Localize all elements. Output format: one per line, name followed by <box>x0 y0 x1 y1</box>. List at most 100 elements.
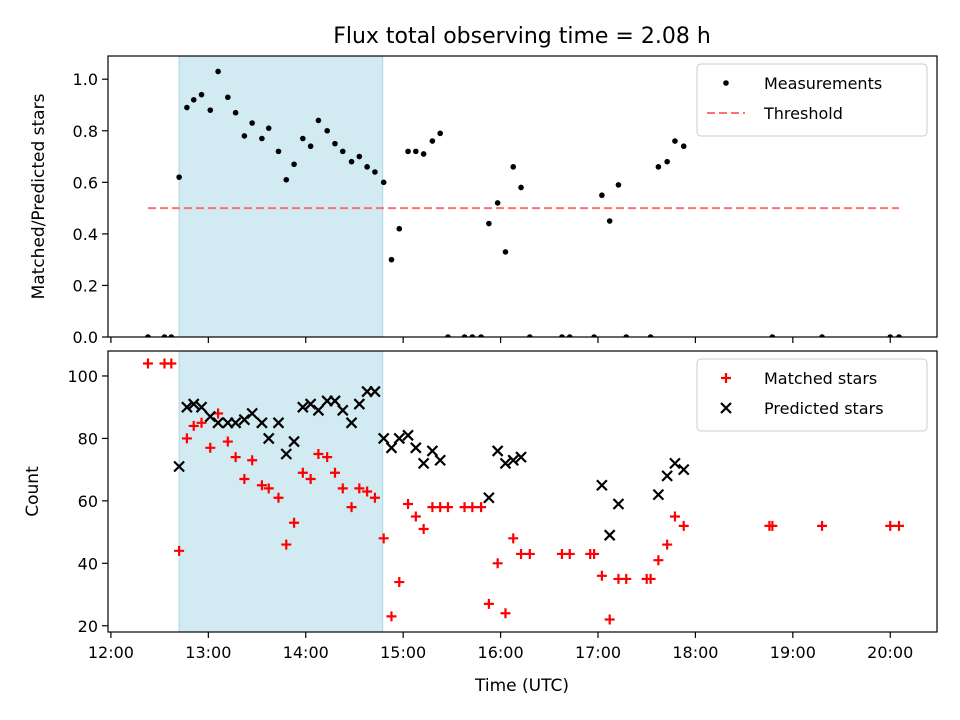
data-point <box>246 407 258 420</box>
data-point <box>364 164 370 170</box>
data-point <box>337 483 348 494</box>
data-point <box>207 107 214 113</box>
data-point <box>256 480 267 491</box>
data-point <box>247 455 258 466</box>
data-point <box>678 520 689 531</box>
data-point <box>566 334 573 337</box>
data-point <box>524 548 535 559</box>
data-point <box>469 334 476 337</box>
data-point <box>603 529 616 541</box>
data-point <box>339 148 346 155</box>
x-tick-label: 12:00 <box>88 643 134 662</box>
x-axis-label: Time (UTC) <box>474 676 569 696</box>
legend-marker <box>723 80 729 86</box>
data-point <box>467 502 478 513</box>
data-point <box>655 164 662 170</box>
data-point <box>280 448 293 460</box>
y-tick-label: 1.0 <box>73 70 98 89</box>
data-point <box>516 548 527 559</box>
legend: Measurements Threshold <box>696 63 928 137</box>
data-point <box>645 573 656 584</box>
data-point <box>478 334 484 337</box>
data-point <box>393 432 406 445</box>
legend-label: Matched stars <box>764 369 877 388</box>
data-point <box>196 417 207 428</box>
legend-label: Measurements <box>764 74 882 93</box>
data-point <box>259 135 265 142</box>
x-tick-label: 18:00 <box>672 643 718 662</box>
axes-frame <box>107 350 938 633</box>
data-point <box>249 120 255 126</box>
data-point <box>769 334 776 337</box>
data-point <box>225 94 231 101</box>
data-point <box>508 533 519 544</box>
data-point <box>190 97 197 103</box>
data-point <box>232 109 239 116</box>
data-point <box>345 417 358 429</box>
data-point <box>288 435 300 448</box>
data-point <box>653 555 664 566</box>
data-point <box>410 511 421 522</box>
y-axis-label: Count <box>23 466 43 517</box>
data-point <box>518 184 524 191</box>
data-point <box>198 91 205 98</box>
data-point <box>229 417 242 429</box>
data-point <box>417 457 430 470</box>
data-point <box>507 454 520 467</box>
data-point <box>142 358 153 369</box>
data-point <box>819 334 825 337</box>
data-point <box>174 545 185 556</box>
data-point <box>297 467 308 478</box>
data-point <box>372 169 378 175</box>
data-point <box>604 614 615 625</box>
data-point <box>322 452 333 463</box>
y-tick-label: 100 <box>67 367 98 386</box>
data-point <box>647 334 654 337</box>
data-point <box>396 225 403 232</box>
data-point <box>265 125 272 131</box>
data-point <box>300 135 306 142</box>
y-tick-label: 0.4 <box>73 225 98 244</box>
data-point <box>680 143 687 150</box>
observing-window-shade <box>178 55 384 338</box>
data-point <box>426 445 439 457</box>
data-point <box>329 467 340 478</box>
legend: Matched stars Predicted stars <box>696 358 928 432</box>
data-point <box>354 483 365 494</box>
data-point <box>394 577 405 588</box>
data-point <box>437 130 443 137</box>
data-point <box>385 442 398 454</box>
data-point <box>599 192 605 199</box>
axes-frame <box>107 55 938 338</box>
data-point <box>324 127 330 134</box>
data-point <box>492 558 503 569</box>
data-point <box>429 138 436 144</box>
data-point <box>291 161 297 168</box>
data-point <box>486 220 492 227</box>
data-point <box>283 176 290 183</box>
data-point <box>461 334 468 337</box>
data-point <box>184 104 190 111</box>
data-point <box>887 334 894 337</box>
data-point <box>378 533 389 544</box>
data-point <box>256 417 268 429</box>
data-point <box>652 488 665 501</box>
data-point <box>420 151 427 157</box>
y-tick-label: 0.0 <box>73 328 98 347</box>
y-axis-label: Matched/Predicted stars <box>29 93 49 299</box>
data-point <box>369 385 381 398</box>
data-point <box>262 432 275 445</box>
ratio-panel: 0.0 0.2 0.4 0.6 0.8 1.0 Matched/Predicted star… <box>29 55 938 347</box>
data-point <box>559 334 565 337</box>
x-tick-label: 20:00 <box>867 643 913 662</box>
data-point <box>677 463 690 476</box>
legend-label: Threshold <box>763 104 843 123</box>
chart-title: Flux total observing time = 2.08 h <box>333 24 711 49</box>
x-tick-label: 16:00 <box>478 643 524 662</box>
data-point <box>499 457 512 470</box>
x-tick-label: 14:00 <box>283 643 329 662</box>
data-point <box>275 148 282 155</box>
y-tick-label: 0.2 <box>73 276 98 295</box>
data-point <box>313 449 324 460</box>
data-point <box>176 174 182 180</box>
